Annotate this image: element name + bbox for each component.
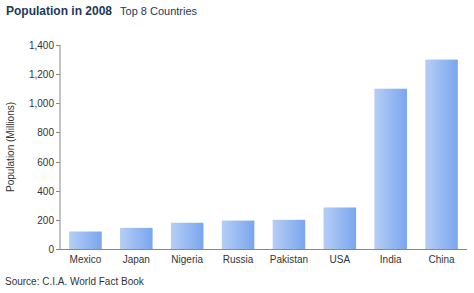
x-tick-label: Russia (223, 254, 254, 265)
y-tick (56, 132, 60, 133)
y-tick (56, 103, 60, 104)
y-tick-label: 200 (37, 215, 54, 226)
bars (69, 60, 458, 249)
x-tick-label: Mexico (70, 254, 102, 265)
bar (120, 228, 153, 249)
y-tick (56, 220, 60, 221)
chart: Population in 2008 Top 8 Countries Populat… (0, 0, 474, 293)
y-tick (56, 249, 60, 250)
y-tick-label: 1,400 (29, 40, 54, 51)
y-tick-label: 0 (48, 244, 54, 255)
y-tick (56, 162, 60, 163)
subtitle: Top 8 Countries (120, 5, 198, 17)
y-axis-label: Population (Millions) (5, 102, 16, 192)
source: Source: C.I.A. World Fact Book (5, 276, 145, 287)
x-tick-label: China (428, 254, 455, 265)
bar (222, 221, 255, 249)
y-tick-label: 800 (37, 127, 54, 138)
y-tick (56, 45, 60, 46)
y-tick-label: 600 (37, 157, 54, 168)
y-tick-label: 1,200 (29, 69, 54, 80)
y-axis (60, 45, 61, 249)
x-axis (60, 249, 467, 250)
x-tick-label: USA (330, 254, 351, 265)
bar (273, 220, 306, 249)
x-tick-label: Pakistan (270, 254, 308, 265)
y-tick-label: 1,000 (29, 98, 54, 109)
bar (374, 89, 407, 249)
y-tick (56, 74, 60, 75)
bar (171, 223, 204, 249)
x-tick-label: Japan (123, 254, 150, 265)
x-tick-label: India (380, 254, 402, 265)
y-tick-label: 400 (37, 186, 54, 197)
y-tick (56, 191, 60, 192)
x-tick-label: Nigeria (171, 254, 203, 265)
title: Population in 2008 (6, 4, 112, 18)
bar (425, 60, 458, 249)
bar (324, 207, 357, 249)
bar (69, 232, 102, 249)
